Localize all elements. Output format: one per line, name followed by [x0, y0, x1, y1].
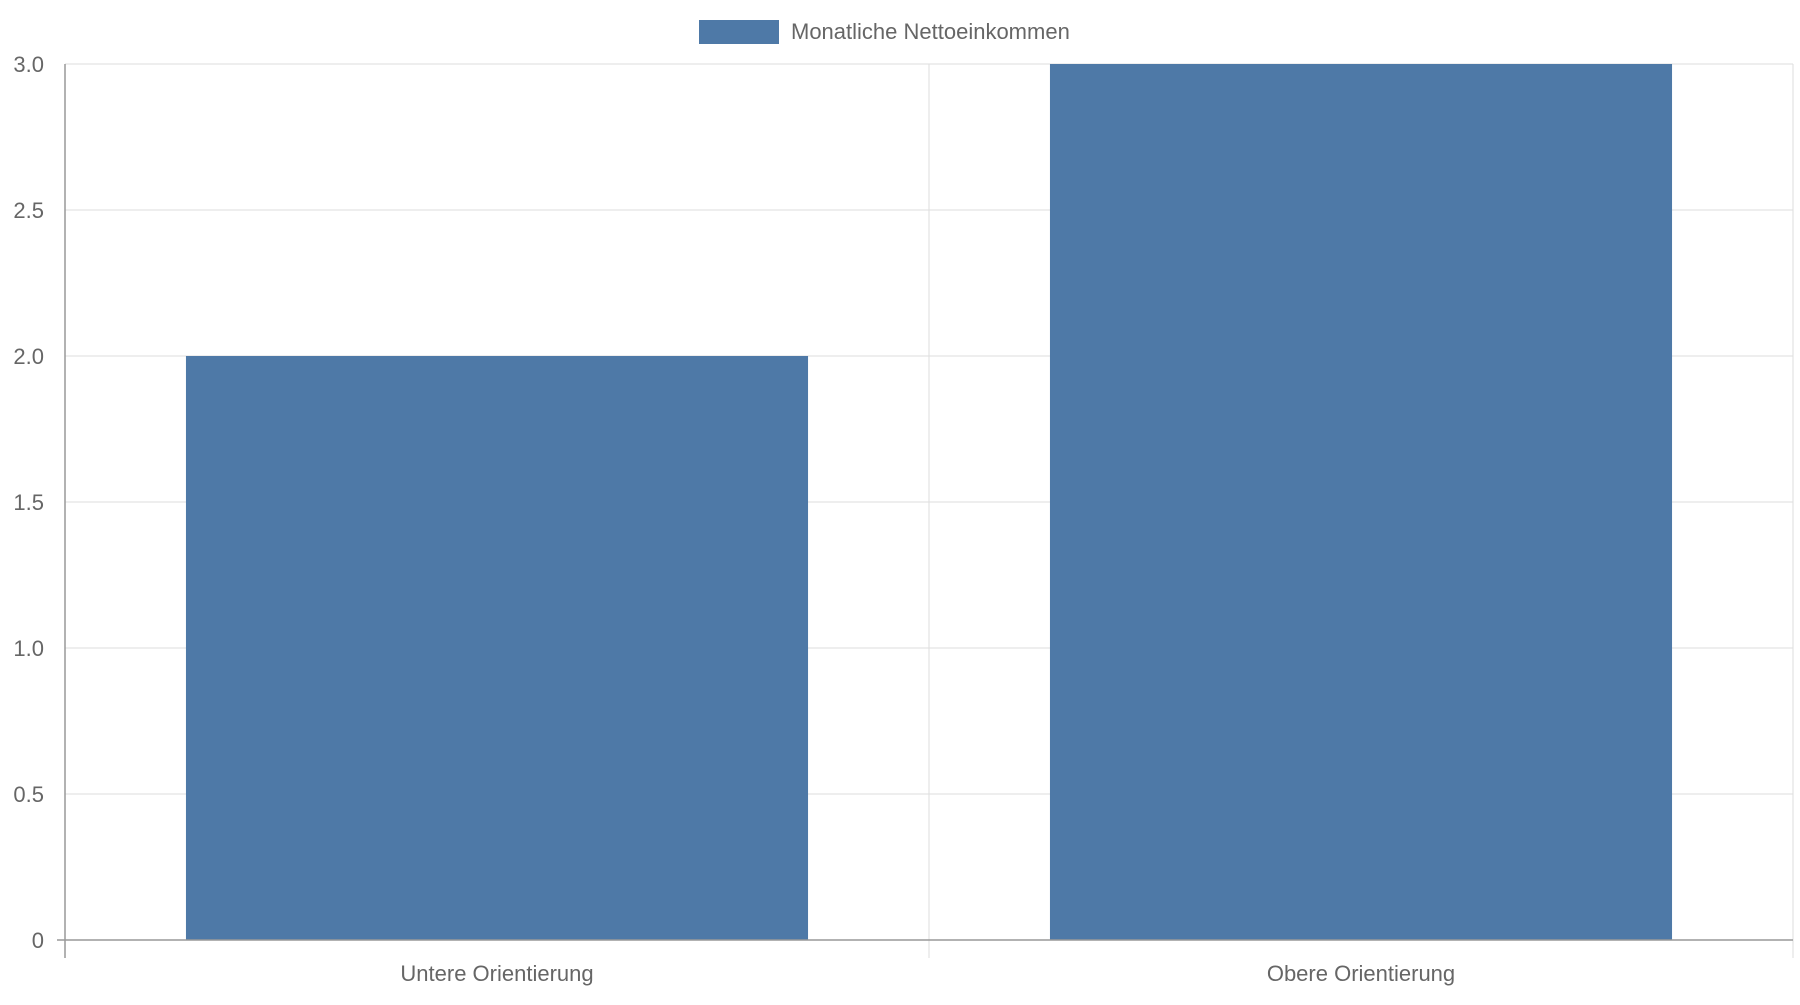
x-tick-label: Obere Orientierung [1267, 961, 1455, 986]
bar[interactable] [1049, 64, 1673, 940]
y-tick-label: 1.5 [13, 490, 44, 515]
y-tick-label: 0.5 [13, 782, 44, 807]
y-axis-tick-labels: 0 0.5 1.0 1.5 2.0 2.5 3.0 [13, 52, 44, 953]
y-tick-label: 2.0 [13, 344, 44, 369]
legend-label[interactable]: Monatliche Nettoeinkommen [791, 19, 1070, 44]
bar[interactable] [185, 356, 809, 940]
y-tick-label: 3.0 [13, 52, 44, 77]
y-tick-label: 1.0 [13, 636, 44, 661]
axes [57, 64, 1793, 958]
y-tick-label: 0 [32, 928, 44, 953]
legend[interactable]: Monatliche Nettoeinkommen [699, 19, 1070, 44]
x-axis-tick-labels: Untere Orientierung Obere Orientierung [400, 961, 1455, 986]
legend-swatch[interactable] [699, 20, 779, 44]
x-tick-label: Untere Orientierung [400, 961, 593, 986]
bars [185, 64, 1673, 940]
y-tick-label: 2.5 [13, 198, 44, 223]
